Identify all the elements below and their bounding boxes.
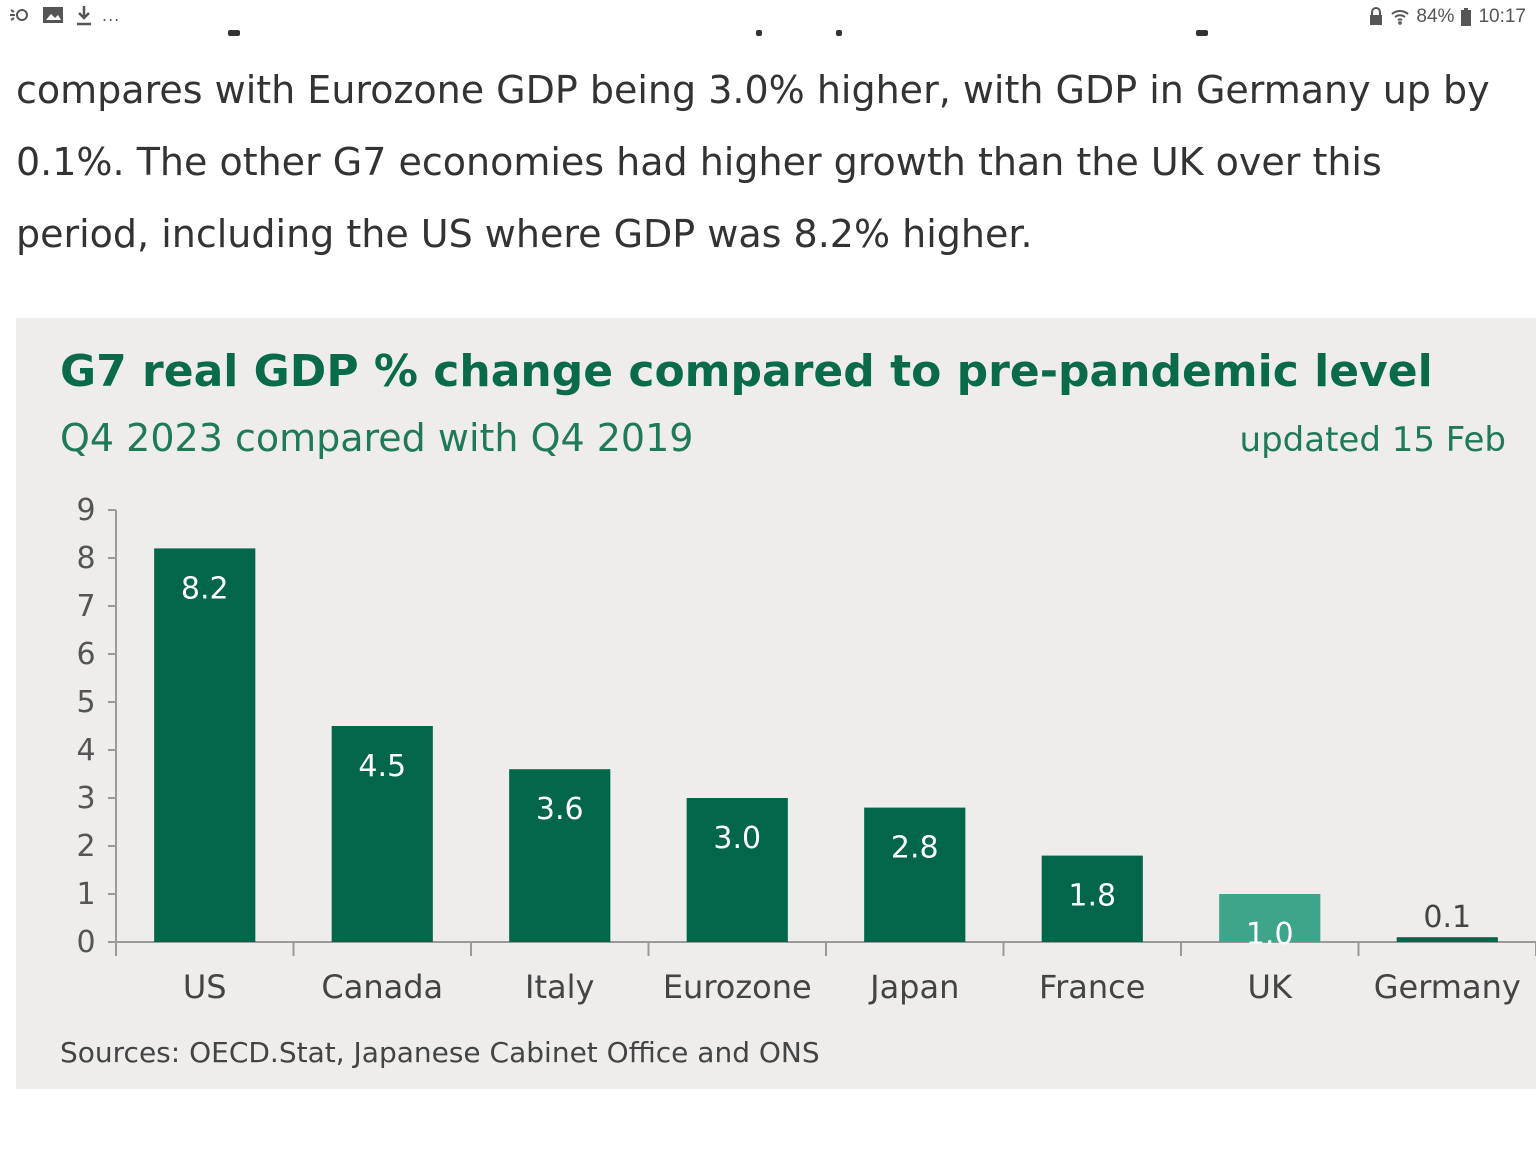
gallery-icon	[42, 5, 64, 25]
bar-chart: 0 1 2 3 4 5 6 7 8 9 8.2 US 4.5 Canada 3.6 Italy 3.0 Euroz…	[76, 493, 1536, 1006]
wifi-icon	[1390, 7, 1410, 27]
x-category-label: Japan	[868, 968, 959, 1006]
x-category-label: France	[1039, 968, 1145, 1006]
x-category-label: Italy	[525, 968, 594, 1006]
bar-france	[1041, 855, 1143, 942]
bar-uk	[1219, 894, 1321, 942]
battery-percent: 84%	[1416, 6, 1455, 27]
chart-subtitle: Q4 2023 compared with Q4 2019	[60, 416, 694, 460]
y-tick-label: 9	[76, 493, 95, 528]
bar-value-label: 8.2	[181, 571, 229, 606]
chart-title: G7 real GDP % change compared to pre-pan…	[60, 346, 1433, 397]
y-tick-label: 7	[76, 589, 95, 624]
y-tick-label: 5	[76, 685, 95, 720]
bar-germany	[1396, 937, 1498, 942]
battery-icon	[1460, 7, 1472, 27]
cutoff-text-fragment	[756, 30, 762, 36]
chart-updated-date: updated 15 Feb	[1239, 420, 1506, 460]
download-icon	[74, 4, 94, 26]
smart-stay-icon	[8, 5, 32, 25]
bar-japan	[864, 807, 966, 942]
x-category-label: Canada	[321, 968, 443, 1006]
status-bar: ... 84% 10:17	[0, 0, 1536, 36]
status-overflow-indicator: ...	[102, 5, 121, 25]
x-category-label: Eurozone	[663, 968, 812, 1006]
chart-source: Sources: OECD.Stat, Japanese Cabinet Off…	[60, 1036, 820, 1069]
status-bar-right: 84% 10:17	[1368, 6, 1526, 28]
y-tick-label: 6	[76, 637, 95, 672]
x-category-label: UK	[1248, 968, 1293, 1006]
cutoff-text-fragment	[836, 30, 842, 36]
x-category-label: US	[183, 968, 227, 1006]
article-body: compares with Eurozone GDP being 3.0% hi…	[16, 54, 1526, 270]
article-paragraph: compares with Eurozone GDP being 3.0% hi…	[16, 68, 1490, 256]
bar-value-label: 0.1	[1423, 900, 1471, 935]
y-tick-label: 1	[76, 877, 95, 912]
y-tick-label: 3	[76, 781, 95, 816]
cutoff-text-fragment	[228, 30, 240, 36]
clock: 10:17	[1478, 6, 1526, 27]
x-category-label: Germany	[1374, 968, 1521, 1006]
bar-value-label: 3.6	[536, 792, 584, 827]
status-bar-left: ...	[8, 4, 120, 26]
bar-value-label: 3.0	[713, 821, 761, 856]
bar-value-label: 4.5	[358, 749, 406, 784]
bar-us	[154, 548, 256, 942]
bar-value-label: 1.0	[1246, 917, 1294, 952]
bar-eurozone	[686, 798, 788, 942]
bar-canada	[331, 726, 433, 942]
y-tick-label: 0	[76, 925, 95, 960]
bar-value-label: 2.8	[891, 831, 939, 866]
bar-italy	[509, 769, 611, 942]
lock-icon	[1368, 7, 1384, 27]
y-tick-label: 8	[76, 541, 95, 576]
y-tick-label: 2	[76, 829, 95, 864]
cutoff-text-fragment	[1196, 30, 1208, 36]
chart-panel: G7 real GDP % change compared to pre-pan…	[16, 318, 1536, 1089]
y-tick-label: 4	[76, 733, 95, 768]
bar-value-label: 1.8	[1068, 879, 1116, 914]
